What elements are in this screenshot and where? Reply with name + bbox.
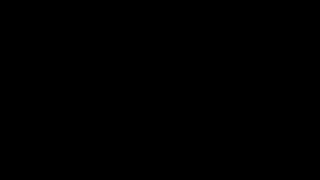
Text: Cyanohydrins: Cyanohydrins	[91, 29, 229, 47]
Text: O: O	[54, 55, 65, 68]
Text: CN: CN	[252, 60, 272, 74]
Text: HCN: HCN	[130, 72, 161, 86]
Text: H₂O: H₂O	[132, 99, 159, 113]
Text: HO: HO	[213, 60, 235, 74]
